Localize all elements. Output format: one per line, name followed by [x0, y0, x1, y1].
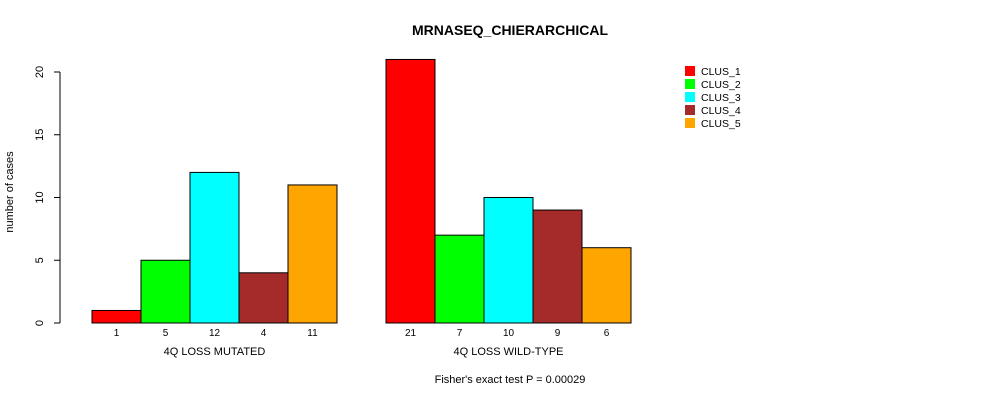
- legend-label: CLUS_4: [701, 105, 741, 117]
- y-tick-label: 0: [34, 320, 46, 326]
- bar-clus-4: [532, 209, 583, 324]
- bar-clus-2: [140, 259, 191, 324]
- bar-clus-3: [189, 171, 240, 324]
- bar-clus-1: [91, 309, 142, 324]
- y-tick-label: 5: [34, 257, 46, 263]
- legend-label: CLUS_5: [701, 118, 741, 130]
- legend-swatch: [685, 105, 695, 115]
- legend-swatch: [685, 118, 695, 128]
- bar-value-label: 12: [209, 328, 221, 339]
- legend-swatch: [685, 92, 695, 102]
- legend-label: CLUS_2: [701, 79, 741, 91]
- chart-title: MRNASEQ_CHIERARCHICAL: [412, 22, 608, 38]
- bar-value-label: 1: [114, 328, 120, 339]
- y-tick-label: 10: [34, 191, 46, 203]
- bar-value-label: 7: [457, 328, 463, 339]
- bar-value-label: 6: [604, 328, 610, 339]
- bar-value-labels: 1 5 12 4 11 21 7 10 9 6: [114, 328, 610, 339]
- bar-clus-3: [483, 197, 534, 324]
- chart-subtitle: Fisher's exact test P = 0.00029: [435, 374, 586, 386]
- legend-swatch: [685, 79, 695, 89]
- y-tick-label: 15: [34, 129, 46, 141]
- group-label: 4Q LOSS MUTATED: [164, 346, 266, 358]
- legend-label: CLUS_1: [701, 66, 741, 78]
- bar-value-label: 9: [555, 328, 561, 339]
- group-labels: 4Q LOSS MUTATED 4Q LOSS WILD-TYPE: [164, 346, 564, 358]
- bar-value-label: 21: [405, 328, 417, 339]
- bar-clus-5: [581, 247, 632, 324]
- bar-value-label: 11: [307, 328, 318, 339]
- bar-value-label: 5: [163, 328, 169, 339]
- bar-clus-1: [385, 58, 436, 324]
- bar-value-label: 4: [261, 328, 267, 339]
- y-axis-label: number of cases: [4, 151, 16, 233]
- bar-clus-5: [287, 184, 338, 324]
- bar-value-label: 10: [503, 328, 515, 339]
- legend-swatch: [685, 66, 695, 76]
- bars: [91, 58, 632, 324]
- bar-clus-4: [238, 272, 289, 324]
- group-label: 4Q LOSS WILD-TYPE: [453, 346, 563, 358]
- legend-label: CLUS_3: [701, 92, 741, 104]
- y-tick-label: 20: [34, 66, 46, 78]
- y-axis: 0 5 10 15 20: [34, 66, 61, 326]
- bar-clus-2: [434, 234, 485, 324]
